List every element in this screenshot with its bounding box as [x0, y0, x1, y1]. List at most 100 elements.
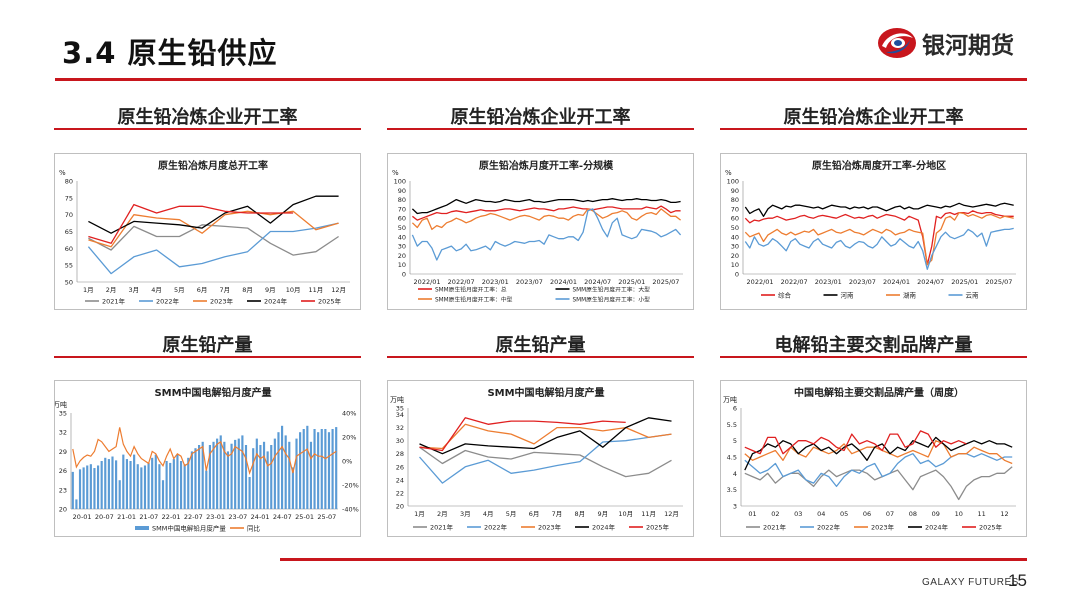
- series-line-SMM原生铅月度开工率：大型: [411, 198, 681, 215]
- chart-title: 原生铅冶炼周度开工率-分地区: [812, 159, 946, 172]
- section-divider-6: [720, 356, 1027, 358]
- legend-label: 2022年: [817, 523, 841, 532]
- x-tick-label: 2023/07: [516, 278, 543, 286]
- bar-mark: [161, 480, 165, 509]
- x-tick-label: 9月: [265, 286, 276, 294]
- bar-mark: [104, 457, 107, 509]
- x-tick-label: 06: [863, 510, 871, 518]
- section-title-4: 原生铅产量: [162, 335, 253, 356]
- bar-mark: [320, 429, 323, 509]
- x-tick-label: 2025/07: [985, 278, 1012, 286]
- chart-monthly-production-bar: SMM中国电解铅月度产量万吨202326293235-40%-20%0%20%4…: [55, 386, 359, 533]
- x-tick-label: 12月: [664, 510, 679, 518]
- bar-mark: [331, 429, 334, 509]
- section-divider-3: [720, 128, 1027, 130]
- x-tick-label: 1月: [83, 286, 94, 294]
- bar-mark: [259, 445, 262, 509]
- x-tick-label: 2022/07: [781, 278, 808, 286]
- bar-mark: [140, 467, 143, 509]
- series-line-2025年: [419, 417, 626, 452]
- legend-label: 2025年: [979, 523, 1003, 532]
- y-tick-label: 0: [402, 271, 406, 279]
- section-divider-5: [387, 356, 694, 358]
- y-tick-label: 40: [398, 233, 406, 241]
- x-tick-label: 1月: [414, 510, 425, 518]
- bar-mark: [335, 427, 338, 509]
- x-tick-label: 8月: [575, 510, 586, 518]
- bar-mark: [154, 454, 157, 509]
- legend-label: 2021年: [430, 523, 454, 532]
- y-axis-unit: 万吨: [723, 395, 737, 404]
- x-tick-label: 2024/01: [550, 278, 577, 286]
- x-tick-label: 04: [817, 510, 825, 518]
- chart-title: 原生铅冶炼月度开工率-分规模: [479, 159, 614, 172]
- legend-label: SMM原生铅月度开工率：大型: [573, 286, 651, 294]
- x-tick-label: 24-01: [251, 513, 270, 521]
- y-tick-label: 60: [398, 215, 406, 223]
- bar-mark: [118, 480, 121, 509]
- bar-mark: [71, 471, 74, 509]
- x-tick-label: 08: [909, 510, 917, 518]
- x-tick-label: 2022/07: [448, 278, 475, 286]
- series-line-2024年: [88, 195, 339, 234]
- bar-mark: [299, 432, 302, 509]
- y-tick-label: 100: [727, 178, 739, 186]
- chart-panel-4: SMM中国电解铅月度产量 万吨 20 23 26 29 32 35 -40% -20% 0% 20% 4…: [54, 380, 361, 537]
- legend-label: 综合: [778, 291, 792, 300]
- bar-mark: [313, 429, 316, 509]
- y-tick-label: 65: [65, 228, 73, 236]
- bar-mark: [190, 451, 193, 509]
- bar-mark: [169, 462, 172, 509]
- x-tick-label: 2022/01: [414, 278, 441, 286]
- x-tick-label: 7月: [220, 286, 231, 294]
- x-tick-label: 2025/07: [652, 278, 679, 286]
- y-tick-label: 28: [396, 450, 404, 458]
- bar-mark: [288, 441, 291, 509]
- legend-label: 2023年: [871, 523, 895, 532]
- bar-mark: [136, 464, 139, 509]
- x-tick-label: 25-01: [295, 513, 314, 521]
- y-tick-label: 50: [398, 224, 406, 232]
- y-tick-label: 35: [396, 405, 404, 413]
- x-tick-label: 3月: [129, 286, 140, 294]
- legend-label: SMM原生铅月度开工率：总: [435, 286, 507, 294]
- legend-swatch: [135, 526, 149, 530]
- y-tick-label: 20: [731, 252, 739, 260]
- x-tick-label: 02: [771, 510, 779, 518]
- y-tick-label: 5: [733, 437, 737, 445]
- chart-title: 原生铅冶炼月度总开工率: [158, 159, 268, 172]
- bar-mark: [252, 448, 255, 509]
- y-tick-label: 35: [59, 410, 67, 418]
- bar-mark: [262, 441, 266, 509]
- x-tick-label: 2025/01: [951, 278, 978, 286]
- y2-tick-label: 20%: [342, 434, 356, 442]
- x-tick-label: 01: [748, 510, 756, 518]
- x-tick-label: 2024/07: [584, 278, 611, 286]
- y2-tick-label: -40%: [342, 506, 359, 514]
- series-line-湖南: [744, 211, 1014, 266]
- legend-label: 2024年: [264, 297, 288, 306]
- page-title: 3.4 原生铅供应: [62, 36, 278, 70]
- x-tick-label: 22-01: [162, 513, 181, 521]
- x-tick-label: 2023/01: [482, 278, 509, 286]
- bar-mark: [241, 435, 244, 509]
- bar-mark: [244, 445, 248, 509]
- x-tick-label: 20-01: [73, 513, 92, 521]
- x-tick-label: 23-01: [206, 513, 225, 521]
- series-line-云南: [744, 227, 1014, 270]
- bar-mark: [125, 459, 129, 509]
- x-tick-label: 7月: [552, 510, 563, 518]
- series-line-2025年: [88, 203, 294, 244]
- y-axis-unit: %: [392, 169, 399, 177]
- y-tick-label: 60: [731, 215, 739, 223]
- series-line-同比: [72, 427, 337, 476]
- bar-mark: [82, 467, 85, 509]
- y-tick-label: 10: [731, 261, 739, 269]
- y-tick-label: 70: [398, 205, 406, 213]
- bar-mark: [96, 465, 100, 509]
- footer-divider: [280, 558, 1027, 561]
- y-tick-label: 4: [733, 470, 737, 478]
- bar-mark: [205, 470, 208, 509]
- y-axis-unit: 万吨: [55, 400, 67, 409]
